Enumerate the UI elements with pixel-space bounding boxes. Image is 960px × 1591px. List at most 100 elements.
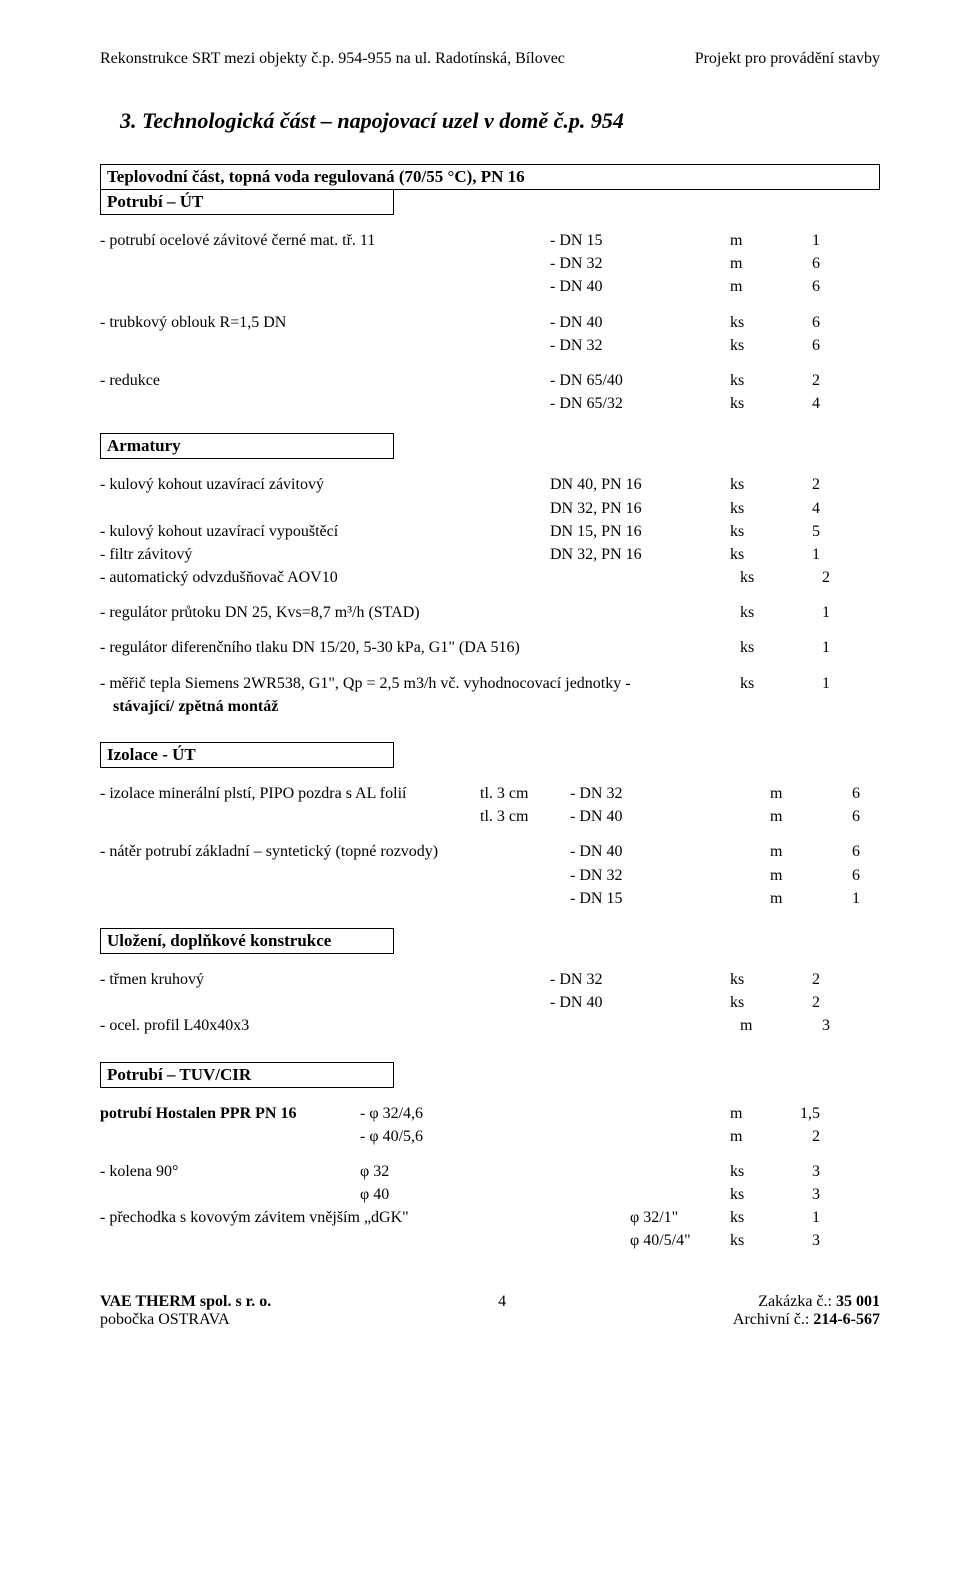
item-qty: 1 [770,543,830,566]
item-size: φ 40/5/4" [630,1229,730,1252]
footer-archiv-label: Archivní č.: [733,1311,813,1328]
item-unit: ks [740,636,780,659]
item-size: - DN 15 [550,229,730,252]
item-size: - DN 32 [550,968,730,991]
group-kohout-z: - kulový kohout uzavírací závitový DN 40… [100,473,880,589]
page-footer: VAE THERM spol. s r. o. pobočka OSTRAVA … [100,1293,880,1329]
group-izolace: - izolace minerální plstí, PIPO pozdra s… [100,782,880,828]
item-qty: 6 [770,275,830,298]
item-label: - izolace minerální plstí, PIPO pozdra s… [100,782,480,805]
item-label: - regulátor průtoku DN 25, Kvs=8,7 m³/h … [100,601,740,624]
item-unit: ks [740,672,780,695]
item-qty: 1 [780,601,840,624]
item-unit: ks [730,334,770,357]
item-qty: 1 [780,672,840,695]
item-label: potrubí Hostalen PPR PN 16 [100,1102,360,1125]
group-kolena: - kolena 90° φ 32 ks 3 φ 40 ks 3 - přech… [100,1160,880,1253]
item-unit: m [730,229,770,252]
item-qty: 2 [770,968,830,991]
group-meric: - měřič tepla Siemens 2WR538, G1", Qp = … [100,672,880,718]
item-qty: 6 [770,334,830,357]
item-label: - měřič tepla Siemens 2WR538, G1", Qp = … [100,672,740,695]
item-label2: stávající/ zpětná montáž [100,695,740,718]
item-size: - DN 65/32 [550,392,730,415]
item-qty: 1 [810,887,870,910]
item-size: - DN 32 [550,334,730,357]
item-qty: 6 [770,252,830,275]
item-unit: ks [730,1160,770,1183]
item-size: - DN 65/40 [550,369,730,392]
box-teplovodni: Teplovodní část, topná voda regulovaná (… [100,164,880,190]
item-spec: DN 40, PN 16 [550,473,730,496]
item-spec: DN 15, PN 16 [550,520,730,543]
item-tl: tl. 3 cm [480,805,570,828]
item-unit: ks [730,473,770,496]
item-unit: m [770,840,810,863]
item-size: - φ 32/4,6 [360,1102,480,1125]
group-potrubi-ut: - potrubí ocelové závitové černé mat. tř… [100,229,880,299]
footer-zakazka: 35 001 [836,1293,880,1310]
footer-page: 4 [498,1293,506,1329]
item-unit: m [730,252,770,275]
item-qty: 1 [780,636,840,659]
item-qty: 2 [770,1125,830,1148]
item-size: φ 32 [360,1160,480,1183]
item-label: - přechodka s kovovým závitem vnějším „d… [100,1206,630,1229]
item-unit: ks [730,311,770,334]
item-unit: ks [740,566,780,589]
box-armatury: Armatury [100,433,394,459]
item-label: - nátěr potrubí základní – syntetický (t… [100,840,570,863]
item-unit: m [740,1014,780,1037]
item-qty: 1 [770,229,830,252]
item-qty: 6 [810,782,870,805]
item-unit: ks [730,543,770,566]
item-label: - filtr závitový [100,543,550,566]
item-unit: m [770,805,810,828]
item-qty: 1,5 [770,1102,830,1125]
item-label: - redukce [100,369,550,392]
group-redukce: - redukce - DN 65/40 ks 2 - DN 65/32 ks … [100,369,880,415]
item-tl: tl. 3 cm [480,782,570,805]
item-unit: m [730,1125,770,1148]
item-size: φ 32/1" [630,1206,730,1229]
group-nater: - nátěr potrubí základní – syntetický (t… [100,840,880,910]
box-ulozeni: Uložení, doplňkové konstrukce [100,928,394,954]
item-unit: ks [730,1206,770,1229]
item-unit: ks [730,520,770,543]
item-spec: DN 32, PN 16 [550,543,730,566]
footer-zakazka-label: Zakázka č.: [758,1293,836,1310]
item-qty: 6 [810,805,870,828]
item-unit: m [770,864,810,887]
footer-branch: pobočka OSTRAVA [100,1311,271,1329]
item-spec: DN 32, PN 16 [550,497,730,520]
item-size: - φ 40/5,6 [360,1125,480,1148]
group-regulator: - regulátor průtoku DN 25, Kvs=8,7 m³/h … [100,601,880,624]
item-size: - DN 40 [550,275,730,298]
item-label: - kolena 90° [100,1160,360,1183]
item-unit: ks [730,968,770,991]
item-size: - DN 32 [550,252,730,275]
item-size: - DN 40 [550,991,730,1014]
footer-archiv: 214-6-567 [813,1311,880,1328]
item-qty: 1 [770,1206,830,1229]
header-right: Projekt pro provádění stavby [695,50,880,68]
item-unit: m [770,887,810,910]
item-unit: ks [740,601,780,624]
item-unit: ks [730,991,770,1014]
item-qty: 4 [770,497,830,520]
item-label: - kulový kohout uzavírací vypouštěcí [100,520,550,543]
item-unit: ks [730,392,770,415]
group-oblouk: - trubkový oblouk R=1,5 DN - DN 40 ks 6 … [100,311,880,357]
item-unit: ks [730,497,770,520]
footer-company: VAE THERM spol. s r. o. [100,1293,271,1311]
group-tuv: potrubí Hostalen PPR PN 16 - φ 32/4,6 m … [100,1102,880,1148]
header-left: Rekonstrukce SRT mezi objekty č.p. 954-9… [100,50,565,68]
item-label: - regulátor diferenčního tlaku DN 15/20,… [100,636,740,659]
group-regulator2: - regulátor diferenčního tlaku DN 15/20,… [100,636,880,659]
item-size: - DN 40 [570,840,770,863]
page-header: Rekonstrukce SRT mezi objekty č.p. 954-9… [100,50,880,68]
item-label: - trubkový oblouk R=1,5 DN [100,311,550,334]
item-label: - třmen kruhový [100,968,550,991]
box-tuv: Potrubí – TUV/CIR [100,1062,394,1088]
item-label: - potrubí ocelové závitové černé mat. tř… [100,229,550,252]
